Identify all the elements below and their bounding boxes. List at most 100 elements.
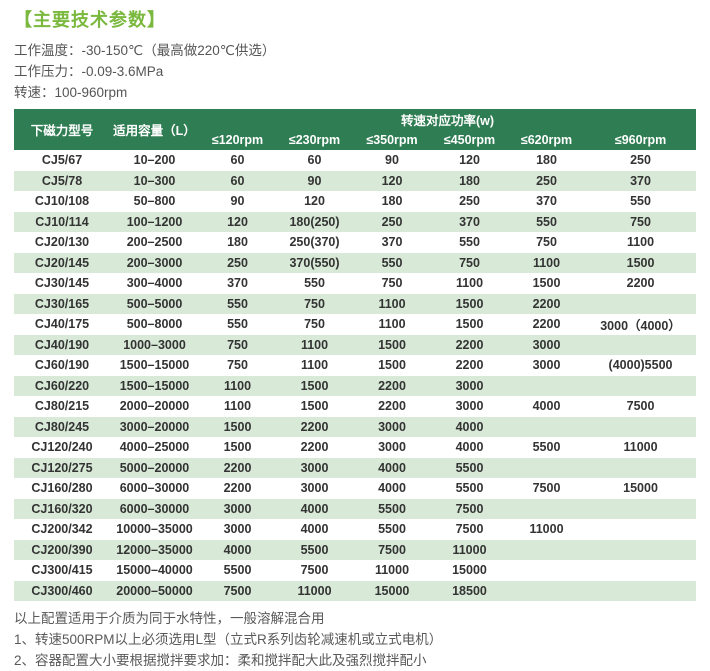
header-rpm-row: ≤120rpm ≤230rpm ≤350rpm ≤450rpm ≤620rpm ≤960r… (14, 129, 697, 150)
capacity-cell: 100–1200 (110, 211, 199, 232)
power-cell: 1500 (455, 317, 484, 332)
power-cell: 370 (536, 194, 557, 209)
power-cell: 5500 (431, 457, 508, 478)
power-cell: 2200 (276, 416, 353, 437)
model-cell: CJ120/240 (31, 440, 93, 455)
column-header-rpm: ≤450rpm (431, 129, 508, 150)
power-cell: 750 (199, 334, 276, 355)
capacity-cell: 1500–15000 (119, 358, 190, 373)
model-cell: CJ40/190 (14, 334, 110, 355)
power-cell: 2200 (532, 317, 561, 332)
power-cell: 4000 (455, 440, 484, 455)
model-cell: CJ40/175 (34, 317, 90, 332)
capacity-cell: 3000–20000 (110, 416, 199, 437)
capacity-cell: 2000–20000 (119, 399, 190, 414)
capacity-cell: 12000–35000 (110, 539, 199, 560)
power-cell: 120 (459, 153, 480, 168)
table-row: CJ30/145 300–4000 370 550 750 1100 1500 2200 (14, 273, 696, 294)
power-cell: 7500 (353, 539, 431, 560)
power-cell: 3000 (508, 334, 585, 355)
power-cell (585, 519, 696, 540)
power-cell: 1500 (585, 252, 697, 273)
power-cell: 120 (353, 170, 431, 191)
power-cell (508, 580, 585, 601)
power-cell: 2200 (199, 457, 276, 478)
power-cell: 2200 (626, 276, 655, 291)
table-row: CJ30/165 500–5000 550 750 1100 1500 2200 (14, 293, 697, 314)
power-cell: 1100 (199, 375, 276, 396)
power-cell: 3000 (300, 481, 329, 496)
power-cell: 550 (508, 211, 585, 232)
table-header: 下磁力型号 适用容量（L） 转速对应功率(w) ≤120rpm ≤230rpm ≤3… (14, 109, 697, 150)
model-cell: CJ10/114 (14, 211, 110, 232)
power-cell: 2200 (223, 481, 252, 496)
power-cell: 7500 (300, 563, 329, 578)
table-row: CJ120/275 5000–20000 2200 3000 4000 5500 (14, 457, 697, 478)
power-cell (508, 375, 585, 396)
power-cell: 90 (230, 194, 245, 209)
spec-line-speed: 转速：100-960rpm (14, 85, 128, 100)
power-cell: 1500 (300, 399, 329, 414)
capacity-cell: 300–4000 (126, 276, 183, 291)
power-cell: 15000 (353, 580, 431, 601)
capacity-cell: 50–800 (133, 194, 176, 209)
power-cell: 4000 (353, 457, 431, 478)
power-cell: 550 (630, 194, 651, 209)
column-header-power-group: 转速对应功率(w) (199, 109, 697, 129)
capacity-cell: 1500–15000 (110, 375, 199, 396)
power-cell: 250 (508, 170, 585, 191)
power-cell (508, 416, 585, 437)
model-cell: CJ160/280 (31, 481, 93, 496)
table-row: CJ80/245 3000–20000 1500 2200 3000 4000 (14, 416, 697, 437)
model-cell: CJ30/165 (14, 293, 110, 314)
column-header-rpm: ≤960rpm (585, 129, 697, 150)
power-cell: 180 (227, 235, 248, 250)
power-cell: 11000 (529, 522, 564, 537)
power-cell: 5500 (223, 563, 252, 578)
column-header-rpm: ≤230rpm (276, 129, 353, 150)
power-cell (508, 498, 585, 519)
power-cell: 370(550) (276, 252, 353, 273)
capacity-cell: 10–200 (133, 153, 176, 168)
power-cell: 550 (199, 293, 276, 314)
power-cell: 250 (459, 194, 480, 209)
power-cell: 3000 (353, 416, 431, 437)
capacity-cell: 500–8000 (126, 317, 183, 332)
power-cell (585, 560, 696, 581)
table-row: CJ40/175 500–8000 550 750 1100 1500 2200 3000（4… (14, 314, 696, 335)
power-cell: 250 (199, 252, 276, 273)
column-header-rpm: ≤350rpm (353, 129, 431, 150)
power-cell: 4000 (431, 416, 508, 437)
model-cell: CJ20/130 (34, 235, 90, 250)
page-title: 【主要技术参数】 (14, 10, 166, 30)
table-row: CJ60/220 1500–15000 1100 1500 2200 3000 (14, 375, 697, 396)
power-cell: 15000 (623, 481, 658, 496)
power-cell: 3000 (455, 399, 484, 414)
power-cell: 5500 (455, 481, 484, 496)
table-row: CJ10/108 50–800 90 120 180 250 370 550 (14, 191, 696, 212)
power-cell: 7500 (626, 399, 655, 414)
model-cell: CJ80/245 (14, 416, 110, 437)
table-row: CJ10/114 100–1200 120 180(250) 250 370 550 750 (14, 211, 697, 232)
model-cell: CJ20/145 (14, 252, 110, 273)
power-cell: 11000 (431, 539, 508, 560)
power-cell: 4000 (378, 481, 406, 496)
power-cell: 3000 (199, 498, 276, 519)
power-cell: 4000 (199, 539, 276, 560)
power-cell: 2200 (353, 375, 431, 396)
power-cell: 3000 (223, 522, 252, 537)
footnote-1: 1、转速500RPM以上必须选用L型（立式R系列齿轮减速机或立式电机） (14, 632, 443, 647)
table-row: CJ80/215 2000–20000 1100 1500 2200 3000 4000 75… (14, 396, 696, 417)
table-row: CJ300/415 15000–40000 5500 7500 11000 15000 (14, 560, 696, 581)
table-row: CJ5/67 10–200 60 60 90 120 180 250 (14, 150, 696, 171)
power-cell: 3000 (378, 440, 406, 455)
power-cell (585, 498, 697, 519)
footnote-2: 2、容器配置大小要根据搅拌要求加：柔和搅拌配大此及强烈搅拌配小 (14, 653, 427, 668)
table-row: CJ200/390 12000–35000 4000 5500 7500 11000 (14, 539, 697, 560)
capacity-cell: 5000–20000 (110, 457, 199, 478)
power-cell: 550 (304, 276, 325, 291)
model-cell: CJ80/215 (34, 399, 90, 414)
power-cell: 90 (385, 153, 399, 168)
model-cell: CJ300/415 (31, 563, 93, 578)
power-cell: 1500 (532, 276, 561, 291)
